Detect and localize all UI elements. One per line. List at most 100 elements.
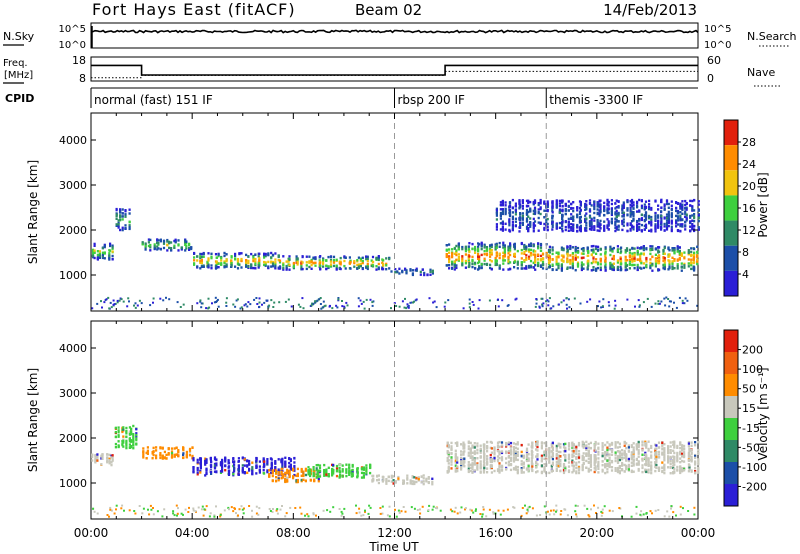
scatter-cell: [460, 460, 463, 463]
ground-scatter-cell: [362, 300, 365, 303]
scatter-cell: [173, 455, 176, 458]
scatter-cell: [531, 446, 534, 449]
scatter-cell: [422, 482, 425, 486]
scatter-cell: [322, 260, 325, 263]
scatter-cell: [463, 447, 466, 450]
scatter-cell: [606, 470, 609, 474]
scatter-cell: [528, 244, 531, 248]
scatter-cell: [539, 212, 542, 216]
scatter-cell: [560, 246, 563, 249]
scatter-cell: [670, 212, 673, 215]
scatter-cell: [594, 461, 597, 464]
scatter-cell: [529, 259, 533, 263]
scatter-cell: [266, 470, 269, 474]
scatter-cell: [280, 467, 283, 471]
scatter-cell: [615, 218, 618, 222]
scatter-cell: [516, 453, 519, 456]
scatter-cell: [618, 451, 621, 455]
scatter-cell: [277, 258, 280, 262]
scatter-cell: [121, 228, 124, 232]
scatter-cell: [675, 225, 678, 228]
scatter-cell: [654, 214, 657, 218]
scatter-cell: [589, 460, 592, 464]
scatter-cell: [486, 455, 489, 458]
scatter-cell: [345, 468, 348, 471]
scatter-cell: [232, 472, 235, 476]
scatter-cell: [469, 447, 472, 450]
scatter-cell: [128, 220, 131, 224]
scatter-cell: [427, 477, 430, 480]
scatter-cell: [409, 481, 412, 484]
scatter-cell: [546, 222, 549, 226]
scatter-cell: [604, 266, 607, 269]
scatter-cell: [665, 221, 669, 225]
scatter-cell: [188, 447, 192, 451]
scatter-cell: [121, 218, 124, 221]
scatter-cell: [551, 221, 554, 224]
scatter-cell: [680, 269, 683, 272]
scatter-cell: [531, 450, 534, 454]
scatter-cell: [327, 266, 330, 270]
scatter-cell: [220, 262, 223, 265]
scatter-cell: [155, 449, 158, 452]
scatter-cell: [463, 443, 466, 447]
scatter-cell: [122, 426, 125, 429]
scatter-cell: [630, 204, 634, 207]
scatter-cell: [369, 471, 372, 475]
scatter-cell: [471, 451, 474, 454]
scatter-cell: [292, 261, 295, 265]
scatter-cell: [100, 463, 103, 466]
scatter-cell: [177, 450, 180, 453]
scatter-cell: [628, 260, 631, 263]
scatter-cell: [640, 199, 643, 202]
scatter-cell: [621, 468, 624, 471]
scatter-cell: [574, 269, 577, 272]
scatter-cell: [555, 454, 558, 457]
scatter-cell: [455, 266, 458, 270]
scatter-cell: [477, 252, 480, 256]
scatter-cell: [296, 478, 299, 482]
scatter-cell: [559, 443, 562, 446]
scatter-cell: [505, 457, 508, 460]
scatter-cell: [462, 441, 465, 444]
scatter-cell: [626, 213, 629, 216]
scatter-cell: [644, 215, 648, 219]
scatter-cell: [117, 440, 120, 443]
scatter-cell: [595, 267, 598, 270]
scatter-cell: [486, 441, 489, 444]
scatter-cell: [516, 465, 519, 469]
scatter-cell: [457, 256, 460, 259]
ground-scatter-cell: [329, 304, 331, 307]
scatter-cell: [575, 466, 578, 470]
scatter-cell: [153, 247, 156, 250]
scatter-cell: [114, 426, 117, 430]
scatter-cell: [147, 238, 150, 241]
scatter-cell: [119, 215, 122, 218]
scatter-cell: [611, 267, 614, 270]
scatter-cell: [588, 225, 592, 228]
scatter-cell: [676, 211, 680, 215]
ground-scatter-cell: [214, 296, 217, 299]
scatter-cell: [582, 452, 585, 455]
scatter-cell: [173, 244, 176, 247]
scatter-cell: [277, 479, 280, 482]
scatter-cell: [608, 444, 611, 447]
scatter-cell: [564, 204, 567, 207]
scatter-cell: [509, 441, 513, 445]
scatter-cell: [623, 456, 626, 460]
scatter-cell: [145, 451, 148, 455]
scatter-cell: [500, 451, 504, 455]
scatter-cell: [451, 252, 454, 255]
scatter-cell: [557, 266, 560, 270]
scatter-cell: [302, 478, 305, 481]
scatter-cell: [513, 266, 516, 269]
scatter-cell: [604, 471, 607, 475]
scatter-cell: [630, 200, 634, 204]
scatter-cell: [196, 473, 199, 476]
scatter-cell: [610, 442, 614, 445]
scatter-cell: [124, 213, 127, 216]
scatter-cell: [282, 268, 285, 271]
scatter-cell: [495, 260, 498, 263]
scatter-cell: [489, 245, 492, 248]
scatter-cell: [523, 267, 526, 270]
